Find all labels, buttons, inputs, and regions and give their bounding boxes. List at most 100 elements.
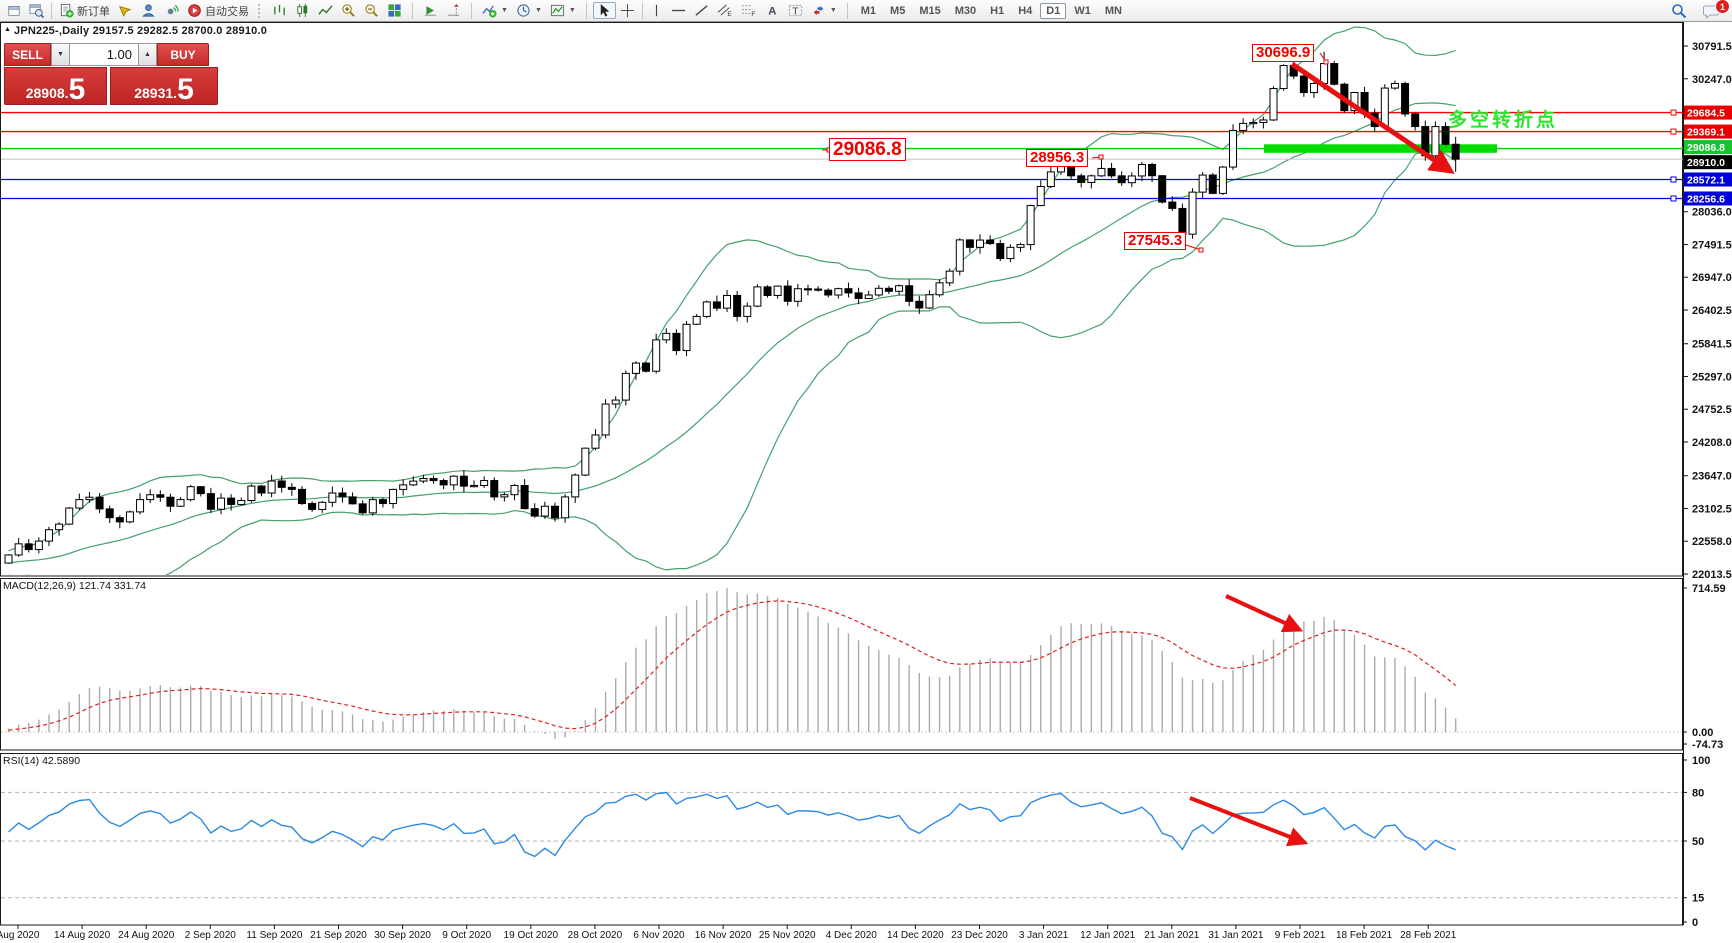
collapse-triangle-icon[interactable]: ▲	[4, 26, 11, 33]
x-axis-date: 9 Feb 2021	[1275, 930, 1326, 941]
y-axis-tick: 25841.5	[1692, 339, 1732, 351]
rsi-axis-tick: 100	[1692, 755, 1710, 767]
timeframe-h1[interactable]: H1	[990, 4, 1005, 17]
sell-button[interactable]: SELL	[4, 43, 51, 66]
x-axis-date: 2 Sep 2020	[185, 930, 237, 941]
tile-windows-icon[interactable]	[383, 2, 406, 19]
signals-icon[interactable]	[160, 2, 183, 19]
autotrading-label: 自动交易	[205, 5, 249, 18]
x-axis-date: 30 Sep 2020	[374, 930, 431, 941]
sell-price-pip: 5	[68, 73, 86, 106]
sell-price-main: 28908	[25, 85, 65, 101]
rsi-pane[interactable]	[0, 753, 1683, 926]
price-annotation-27545[interactable]: 27545.3	[1124, 232, 1187, 250]
line-handle	[1670, 109, 1677, 116]
rsi-scale: 100 80 50 15 0	[1683, 755, 1710, 929]
candlestick-chart-icon[interactable]	[291, 2, 314, 19]
cursor-tool[interactable]	[592, 2, 616, 19]
price-scale[interactable]: 30791.5 30247.0 28036.0 27491.5 26947.0 26402…	[1683, 41, 1732, 581]
macd-pane[interactable]	[0, 578, 1683, 751]
bar-chart-icon[interactable]	[268, 2, 291, 19]
volume-increase-button[interactable]: ▲	[138, 43, 157, 66]
red-trend-arrow-macd	[1225, 594, 1304, 633]
y-axis-tick: 30247.0	[1692, 74, 1732, 86]
volume-input[interactable]: 1.00	[70, 43, 138, 66]
timeframe-m5[interactable]: M5	[890, 4, 906, 17]
new-order-button[interactable]: 新订单	[55, 2, 114, 19]
zoom-in-icon[interactable]	[337, 2, 360, 19]
turning-point-label[interactable]: 多空转折点	[1448, 110, 1559, 131]
x-axis-date: 6 Nov 2020	[633, 930, 685, 941]
price-label: 28256.6	[1687, 193, 1725, 205]
timeframe-m15[interactable]: M15	[919, 4, 941, 17]
timeframe-d1[interactable]: D1	[1040, 2, 1067, 19]
timeframe-w1[interactable]: W1	[1074, 4, 1091, 17]
zoom-out-icon[interactable]	[360, 2, 383, 19]
trendline-tool[interactable]	[690, 2, 713, 19]
x-axis-date: 19 Oct 2020	[504, 930, 559, 941]
templates-dropdown[interactable]: ▼	[546, 2, 580, 19]
price-annotation-28956[interactable]: 28956.3	[1026, 149, 1089, 167]
y-axis-tick: 26947.0	[1692, 272, 1732, 284]
equidistant-channel-tool[interactable]: E	[713, 2, 737, 19]
timeframe-h4[interactable]: H4	[1018, 4, 1033, 17]
sell-price[interactable]: 28908. 5	[4, 67, 107, 105]
macd-axis-tick: 714.59	[1692, 583, 1726, 595]
timeframe-m1[interactable]: M1	[860, 4, 877, 17]
support-highlight-band[interactable]	[1264, 144, 1497, 153]
y-axis-tick: 23102.5	[1692, 503, 1732, 515]
toolbar-group-objects: E F A T ▼	[590, 0, 844, 21]
volume-decrease-button[interactable]: ▼	[51, 43, 70, 66]
toolbar: 新订单 自动交易	[0, 0, 1732, 22]
line-chart-icon[interactable]	[314, 2, 337, 19]
x-axis-date: 31 Jan 2021	[1208, 930, 1263, 941]
auto-scroll-icon[interactable]	[419, 2, 442, 19]
price-annotation-29086[interactable]: 29086.8	[829, 138, 906, 161]
toolbar-group-dropdowns: ▼ ▼ ▼	[475, 0, 583, 21]
autotrading-button[interactable]: 自动交易	[183, 2, 253, 19]
y-axis-tick: 23647.0	[1692, 471, 1732, 483]
price-label-box	[1684, 172, 1732, 187]
buy-price[interactable]: 28931. 5	[110, 67, 218, 105]
price-label-box	[1684, 124, 1732, 139]
rsi-axis-tick: 15	[1692, 893, 1704, 905]
price-annotation-30696[interactable]: 30696.9	[1252, 44, 1315, 62]
trend-arrows[interactable]	[1189, 61, 1455, 847]
chevron-down-icon: ▼	[568, 7, 576, 14]
text-tool[interactable]: A	[761, 2, 784, 19]
vertical-line-tool[interactable]	[646, 2, 667, 19]
buy-button[interactable]: BUY	[157, 43, 209, 66]
horizontal-line-tool[interactable]	[667, 2, 690, 19]
x-axis-date: 28 Feb 2021	[1400, 930, 1457, 941]
fibonacci-tool[interactable]: F	[737, 2, 761, 19]
gold-arrow-icon[interactable]	[114, 2, 137, 19]
toolbar-group-standard: 新订单 自动交易	[0, 0, 256, 21]
svg-text:E: E	[727, 11, 732, 18]
profiles-icon[interactable]	[25, 2, 48, 19]
chart-shift-icon[interactable]	[442, 2, 465, 19]
indicators-dropdown[interactable]: ▼	[478, 2, 512, 19]
x-axis-date: 14 Dec 2020	[887, 930, 944, 941]
macd-axis-tick: -74.73	[1692, 739, 1723, 751]
periods-dropdown[interactable]: ▼	[512, 2, 546, 19]
y-axis-tick: 28036.0	[1692, 207, 1732, 219]
chat-icon[interactable]: 1	[1699, 0, 1730, 19]
timeframe-mn[interactable]: MN	[1104, 4, 1122, 17]
publisher-person-icon[interactable]	[137, 2, 160, 19]
crosshair-tool[interactable]	[616, 2, 639, 19]
red-trend-arrow-rsi	[1189, 796, 1309, 847]
timeframe-m30[interactable]: M30	[954, 4, 977, 17]
timeframe-group: M1 M5 M15 M30 H1 H4 D1 W1 MN	[851, 0, 1132, 21]
time-scale[interactable]: Aug 2020 14 Aug 2020 24 Aug 2020 2 Sep 2020…	[0, 925, 1457, 941]
x-axis-date: 21 Jan 2021	[1144, 930, 1199, 941]
text-label-tool[interactable]: T	[784, 2, 807, 19]
price-label-box	[1684, 105, 1732, 120]
y-axis-tick: 25297.0	[1692, 371, 1732, 383]
arrows-dropdown[interactable]: ▼	[807, 2, 841, 19]
line-handle	[1670, 128, 1677, 135]
charts-window-icon[interactable]	[3, 2, 25, 19]
rsi-axis-tick: 80	[1692, 787, 1704, 799]
x-axis-date: Aug 2020	[0, 930, 40, 941]
search-icon[interactable]	[1667, 2, 1691, 19]
